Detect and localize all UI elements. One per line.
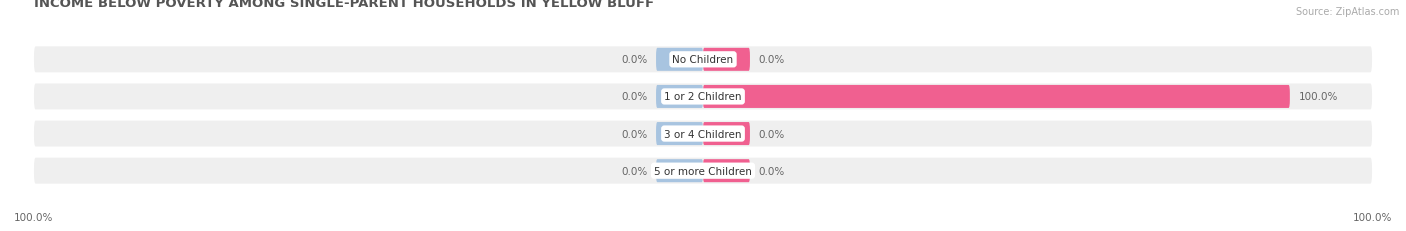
Text: 0.0%: 0.0% <box>621 129 647 139</box>
Text: 1 or 2 Children: 1 or 2 Children <box>664 92 742 102</box>
Text: 0.0%: 0.0% <box>621 166 647 176</box>
FancyBboxPatch shape <box>657 85 703 109</box>
FancyBboxPatch shape <box>34 121 1372 147</box>
FancyBboxPatch shape <box>657 122 703 146</box>
FancyBboxPatch shape <box>657 49 703 72</box>
FancyBboxPatch shape <box>703 159 749 182</box>
Text: 0.0%: 0.0% <box>621 55 647 65</box>
Text: 0.0%: 0.0% <box>621 92 647 102</box>
Text: 5 or more Children: 5 or more Children <box>654 166 752 176</box>
Text: 0.0%: 0.0% <box>759 166 785 176</box>
FancyBboxPatch shape <box>703 85 1289 109</box>
FancyBboxPatch shape <box>34 47 1372 73</box>
Text: 100.0%: 100.0% <box>14 212 53 222</box>
FancyBboxPatch shape <box>703 122 749 146</box>
Text: 3 or 4 Children: 3 or 4 Children <box>664 129 742 139</box>
Text: No Children: No Children <box>672 55 734 65</box>
FancyBboxPatch shape <box>703 49 749 72</box>
Text: 100.0%: 100.0% <box>1353 212 1392 222</box>
FancyBboxPatch shape <box>34 84 1372 110</box>
Text: INCOME BELOW POVERTY AMONG SINGLE-PARENT HOUSEHOLDS IN YELLOW BLUFF: INCOME BELOW POVERTY AMONG SINGLE-PARENT… <box>34 0 654 10</box>
Text: 0.0%: 0.0% <box>759 129 785 139</box>
Text: 0.0%: 0.0% <box>759 55 785 65</box>
Text: 100.0%: 100.0% <box>1299 92 1339 102</box>
Text: Source: ZipAtlas.com: Source: ZipAtlas.com <box>1295 7 1399 17</box>
FancyBboxPatch shape <box>34 158 1372 184</box>
FancyBboxPatch shape <box>657 159 703 182</box>
